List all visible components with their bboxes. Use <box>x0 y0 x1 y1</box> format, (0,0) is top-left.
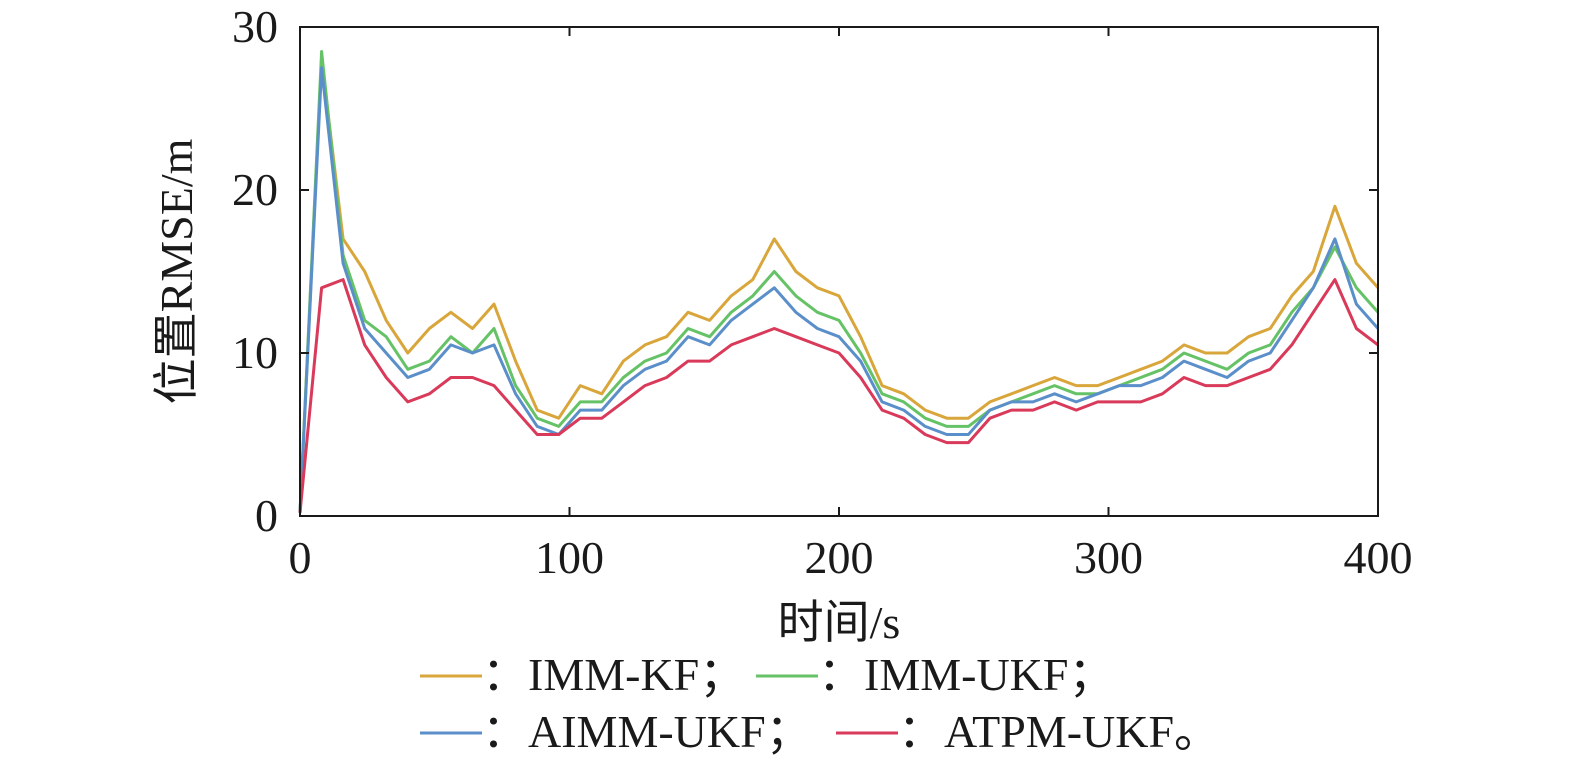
x-tick-label: 400 <box>1344 532 1413 583</box>
y-tick-label: 30 <box>232 1 278 52</box>
x-tick-label: 100 <box>535 532 604 583</box>
x-axis: 0 100 200 300 400 <box>289 27 1413 583</box>
series-line-imm-kf <box>298 58 1380 513</box>
x-axis-label: 时间/s <box>778 597 901 648</box>
y-tick-label: 10 <box>232 327 278 378</box>
legend-label-aimm-ukf: ：AIMM-UKF； <box>482 706 812 757</box>
series-line-atpm-ukf <box>298 278 1379 513</box>
x-tick-label: 300 <box>1074 532 1143 583</box>
y-tick-label: 20 <box>232 164 278 215</box>
y-tick-label: 0 <box>255 490 278 541</box>
legend-label-atpm-ukf: ：ATPM-UKF。 <box>898 706 1220 757</box>
legend-label-imm-ukf: ：IMM-UKF； <box>818 649 1114 700</box>
legend-label-imm-kf: ：IMM-KF； <box>482 649 745 700</box>
plot-frame <box>299 26 1379 517</box>
x-tick-label: 200 <box>805 532 874 583</box>
y-axis-label: 位置RMSE/m <box>151 138 202 404</box>
y-axis: 0 10 20 30 <box>232 1 1378 541</box>
legend: ：IMM-KF； ：IMM-UKF；：AIMM-UKF； ：ATPM-UKF。 <box>420 649 1220 757</box>
series-line-imm-ukf <box>298 50 1380 513</box>
series-layer <box>298 50 1380 513</box>
x-tick-label: 0 <box>289 532 312 583</box>
series-line-aimm-ukf <box>298 66 1380 513</box>
